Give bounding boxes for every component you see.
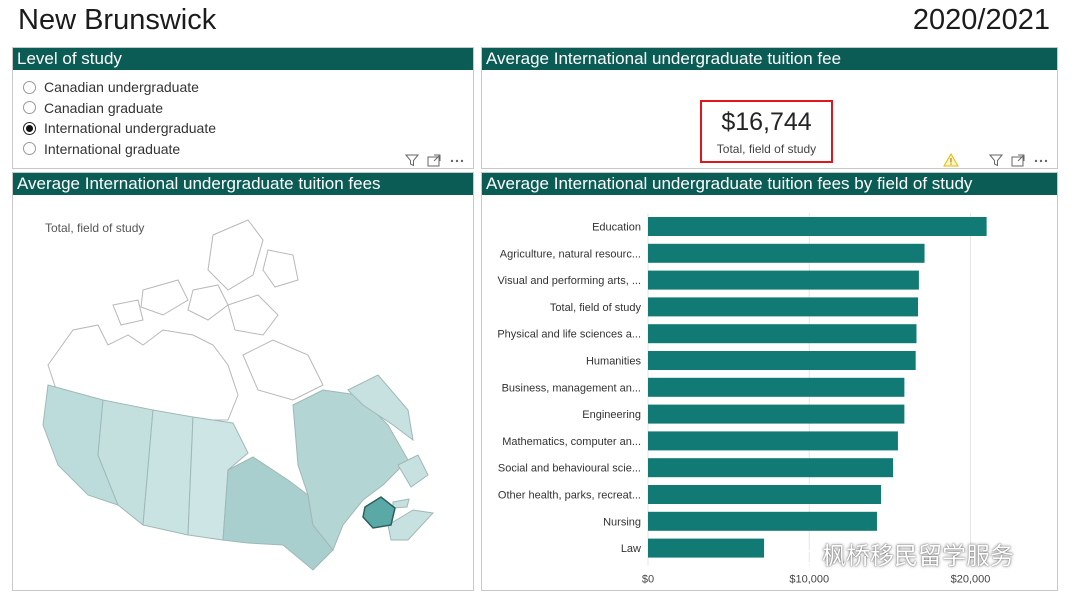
bar[interactable] [648, 404, 905, 424]
category-label: Mathematics, computer an... [502, 436, 641, 448]
category-label: Humanities [586, 356, 642, 368]
page-year: 2020/2021 [912, 4, 1050, 36]
focus-mode-icon[interactable] [1011, 154, 1025, 167]
bar[interactable] [648, 485, 882, 504]
visual-header-icons [405, 154, 465, 167]
kpi-label: Total, field of study [716, 142, 817, 156]
bar[interactable] [648, 458, 894, 478]
wechat-icon [783, 540, 814, 565]
category-label: Total, field of study [550, 302, 642, 314]
province-nb-highlight [362, 496, 396, 529]
radio-canadian-undergraduate[interactable]: Canadian undergraduate [23, 77, 216, 98]
category-label: Education [592, 222, 641, 234]
level-of-study-header: Level of study [13, 48, 473, 70]
kpi-header: Average International undergraduate tuit… [482, 48, 1057, 70]
radio-button[interactable] [23, 80, 36, 94]
radio-label: International graduate [44, 140, 181, 157]
radio-label: Canadian undergraduate [44, 79, 199, 96]
kpi-card: $16,744 Total, field of study [700, 100, 833, 163]
arctic-island [227, 294, 279, 336]
category-label: Business, management an... [502, 382, 641, 394]
category-label: Visual and performing arts, ... [498, 275, 641, 287]
arctic-island [140, 279, 189, 316]
filter-icon[interactable] [989, 154, 1003, 167]
x-tick-label: $0 [642, 573, 654, 585]
category-label: Engineering [582, 409, 641, 421]
radio-international-graduate[interactable]: International graduate [23, 139, 216, 160]
level-of-study-panel: Level of study Canadian undergraduate Ca… [12, 47, 474, 169]
radio-international-undergraduate[interactable]: International undergraduate [23, 118, 216, 139]
bar[interactable] [648, 270, 919, 290]
bar[interactable] [648, 324, 917, 344]
kpi-panel: Average International undergraduate tuit… [481, 47, 1058, 169]
radio-canadian-graduate[interactable]: Canadian graduate [23, 98, 216, 119]
radio-button-selected[interactable] [23, 121, 36, 135]
category-label: Other health, parks, recreat... [498, 490, 641, 502]
bar[interactable] [648, 243, 925, 263]
province-nl [347, 374, 414, 442]
page-title: New Brunswick [18, 4, 217, 36]
bar[interactable] [648, 351, 916, 370]
warning-icon[interactable] [943, 153, 959, 167]
bar[interactable] [648, 217, 987, 236]
bar-chart: $0 $10,000 $20,000 Education Agriculture, na… [497, 213, 991, 585]
radio-button[interactable] [23, 101, 36, 115]
arctic-island [187, 284, 229, 321]
watermark-text: 枫桥移民留学服务 [822, 542, 1014, 570]
filter-icon[interactable] [405, 154, 419, 167]
map-legend-label: Total, field of study [45, 221, 145, 235]
province-ns [387, 509, 435, 541]
bar[interactable] [648, 297, 918, 317]
radio-button[interactable] [23, 142, 36, 156]
province-pe [392, 498, 410, 509]
bar-chart-header: Average International undergraduate tuit… [482, 173, 1057, 195]
level-radio-list: Canadian undergraduate Canadian graduate… [23, 77, 216, 159]
visual-header-icons [989, 154, 1049, 167]
province-ab [97, 399, 154, 526]
bar[interactable] [648, 511, 877, 531]
x-tick-label: $10,000 [789, 573, 829, 585]
radio-label: Canadian graduate [44, 99, 164, 116]
map-panel: Average International undergraduate tuit… [12, 172, 474, 591]
kpi-value: $16,744 [721, 108, 812, 136]
bar[interactable] [648, 538, 765, 558]
bar[interactable] [648, 377, 905, 397]
canada-map[interactable] [13, 195, 473, 590]
category-label: Physical and life sciences a... [497, 329, 641, 341]
category-label: Agriculture, natural resourc... [500, 248, 641, 260]
arctic-island [207, 219, 264, 291]
bar[interactable] [648, 431, 898, 451]
category-label: Nursing [603, 516, 641, 528]
category-label: Law [621, 543, 641, 555]
more-options-icon[interactable] [1033, 154, 1049, 167]
focus-mode-icon[interactable] [427, 154, 441, 167]
x-tick-label: $20,000 [951, 573, 991, 585]
province-nl-island [397, 454, 429, 488]
radio-label: International undergraduate [44, 120, 217, 137]
arctic-island [112, 299, 144, 326]
arctic-island [262, 249, 299, 288]
map-header: Average International undergraduate tuit… [13, 173, 473, 195]
more-options-icon[interactable] [449, 154, 465, 167]
category-label: Social and behavioural scie... [498, 463, 641, 475]
bar-chart-panel: Average International undergraduate tuit… [481, 172, 1058, 591]
arctic-island [242, 339, 324, 401]
watermark: 枫桥移民留学服务 [782, 536, 1014, 571]
